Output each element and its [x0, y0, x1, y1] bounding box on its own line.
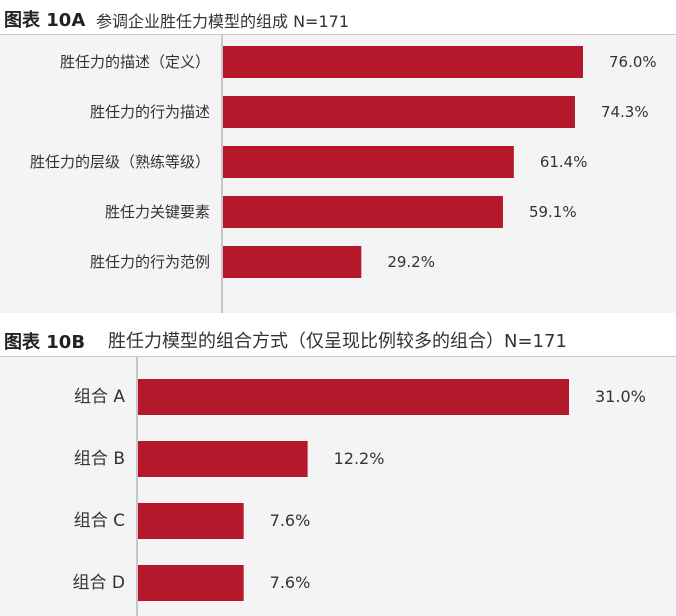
bar — [223, 46, 583, 78]
bar — [223, 96, 575, 128]
value-label: 74.3% — [601, 103, 649, 121]
figure-label: 图表 10A — [4, 10, 86, 31]
value-label: 7.6% — [270, 511, 311, 530]
value-label: 7.6% — [270, 573, 311, 592]
bar — [223, 146, 514, 178]
category-label: 组合 C — [74, 511, 125, 531]
value-label: 76.0% — [609, 53, 657, 71]
value-label: 31.0% — [595, 387, 646, 406]
chart-panel-10b: 图表 10B 胜任力模型的组合方式（仅呈现比例较多的组合）N=171 组合 A 3… — [0, 322, 676, 616]
figure-label: 图表 10B — [4, 332, 86, 353]
bar-chart-10b: 组合 A 31.0% 组合 B 12.2% 组合 C 7.6% 组合 D 7.6% — [73, 357, 646, 616]
bar — [223, 196, 503, 228]
category-label: 胜任力的行为描述 — [90, 103, 210, 121]
bar — [138, 441, 308, 477]
category-label: 胜任力关键要素 — [105, 203, 210, 221]
category-label: 胜任力的层级（熟练等级） — [30, 153, 210, 171]
chart-title: 胜任力模型的组合方式（仅呈现比例较多的组合）N=171 — [108, 331, 567, 352]
bar — [138, 503, 244, 539]
bar — [223, 246, 362, 278]
category-label: 胜任力的行为范例 — [90, 253, 210, 271]
chart-panel-10a: 图表 10A 参调企业胜任力模型的组成 N=171 胜任力的描述（定义） 76.0… — [0, 0, 676, 313]
chart-header-10a: 图表 10A 参调企业胜任力模型的组成 N=171 — [0, 0, 676, 35]
chart-plot-area-10b: 组合 A 31.0% 组合 B 12.2% 组合 C 7.6% 组合 D 7.6% — [0, 357, 676, 616]
value-label: 12.2% — [334, 449, 385, 468]
bar — [138, 565, 244, 601]
chart-plot-area-10a: 胜任力的描述（定义） 76.0% 胜任力的行为描述 74.3% 胜任力的层级（熟练等级）… — [0, 35, 676, 313]
category-label: 组合 A — [74, 387, 125, 407]
chart-header-10b: 图表 10B 胜任力模型的组合方式（仅呈现比例较多的组合）N=171 — [0, 322, 676, 357]
value-label: 29.2% — [387, 253, 435, 271]
value-label: 59.1% — [529, 203, 577, 221]
value-label: 61.4% — [540, 153, 588, 171]
category-label: 组合 B — [74, 449, 125, 469]
bar — [138, 379, 569, 415]
category-label: 胜任力的描述（定义） — [60, 53, 210, 71]
bar-chart-10a: 胜任力的描述（定义） 76.0% 胜任力的行为描述 74.3% 胜任力的层级（熟练等级）… — [30, 35, 657, 313]
category-label: 组合 D — [73, 573, 126, 593]
chart-title: 参调企业胜任力模型的组成 N=171 — [96, 12, 350, 31]
